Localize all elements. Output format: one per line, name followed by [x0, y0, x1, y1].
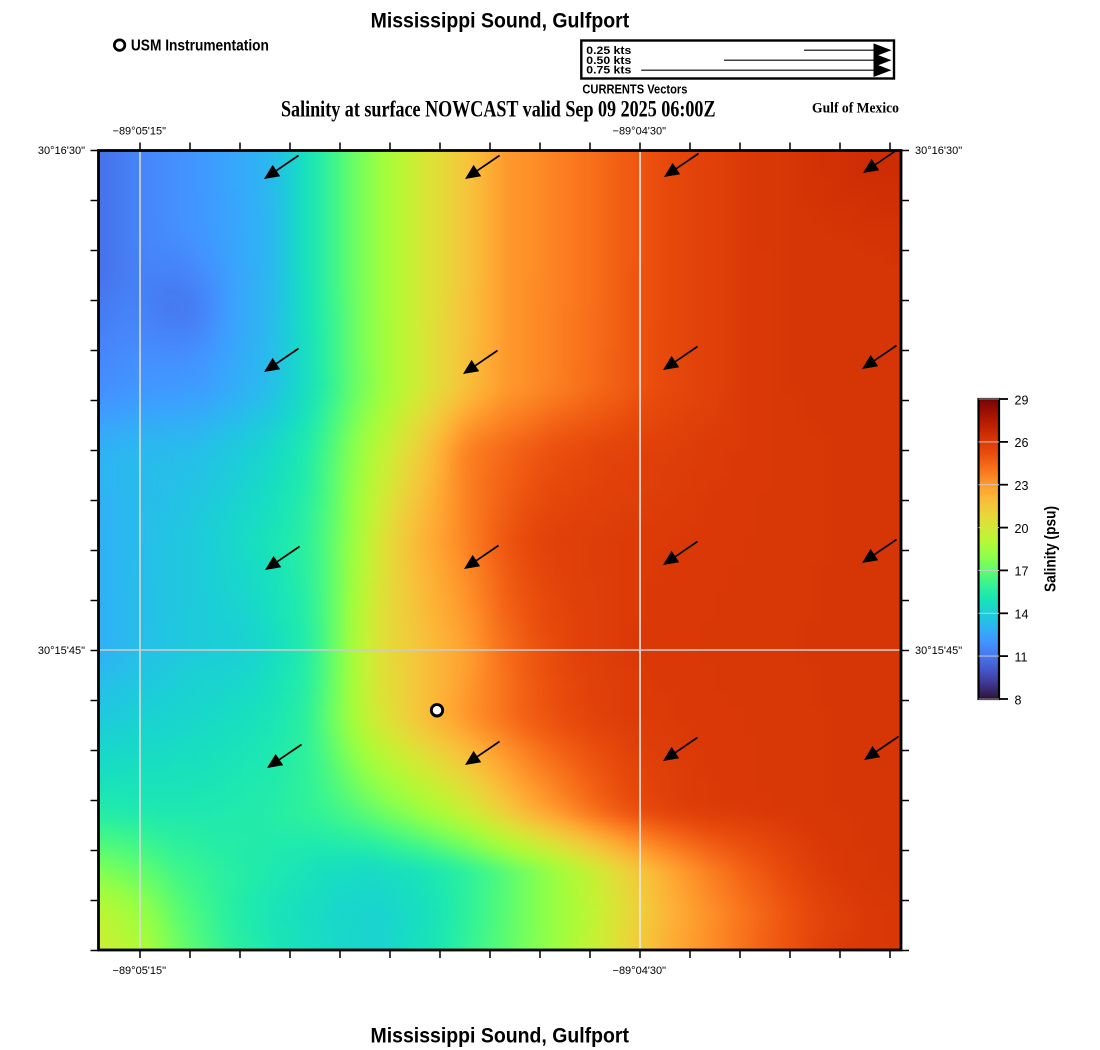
svg-text:29: 29 — [1015, 393, 1029, 407]
svg-text:Gulf of Mexico: Gulf of Mexico — [812, 101, 899, 117]
svg-text:17: 17 — [1015, 565, 1029, 579]
svg-text:Mississippi Sound, Gulfport: Mississippi Sound, Gulfport — [371, 8, 630, 32]
svg-text:−89°04'30": −89°04'30" — [613, 126, 667, 138]
svg-text:USM Instrumentation: USM Instrumentation — [131, 38, 269, 55]
svg-text:14: 14 — [1015, 608, 1029, 622]
svg-text:−89°05'15": −89°05'15" — [113, 965, 167, 977]
svg-text:Salinity (psu): Salinity (psu) — [1043, 506, 1060, 592]
svg-text:−89°05'15": −89°05'15" — [113, 126, 167, 138]
svg-text:20: 20 — [1015, 522, 1029, 536]
svg-text:11: 11 — [1015, 650, 1028, 664]
svg-text:30°16'30": 30°16'30" — [915, 145, 962, 157]
svg-text:30°15'45": 30°15'45" — [38, 645, 85, 657]
svg-text:30°16'30": 30°16'30" — [38, 145, 85, 157]
svg-text:−89°04'30": −89°04'30" — [613, 965, 667, 977]
svg-text:8: 8 — [1015, 693, 1022, 707]
svg-text:Mississippi Sound, Gulfport: Mississippi Sound, Gulfport — [371, 1023, 630, 1047]
svg-text:26: 26 — [1015, 436, 1029, 450]
svg-text:0.25 kts: 0.25 kts — [586, 45, 631, 57]
svg-text:0.50 kts: 0.50 kts — [586, 55, 631, 67]
svg-text:Salinity at surface NOWCAST va: Salinity at surface NOWCAST valid Sep 09… — [281, 97, 716, 123]
svg-text:0.75 kts: 0.75 kts — [586, 65, 631, 77]
svg-text:23: 23 — [1015, 479, 1029, 493]
svg-text:CURRENTS Vectors: CURRENTS Vectors — [582, 83, 687, 97]
svg-text:30°15'45": 30°15'45" — [915, 645, 962, 657]
